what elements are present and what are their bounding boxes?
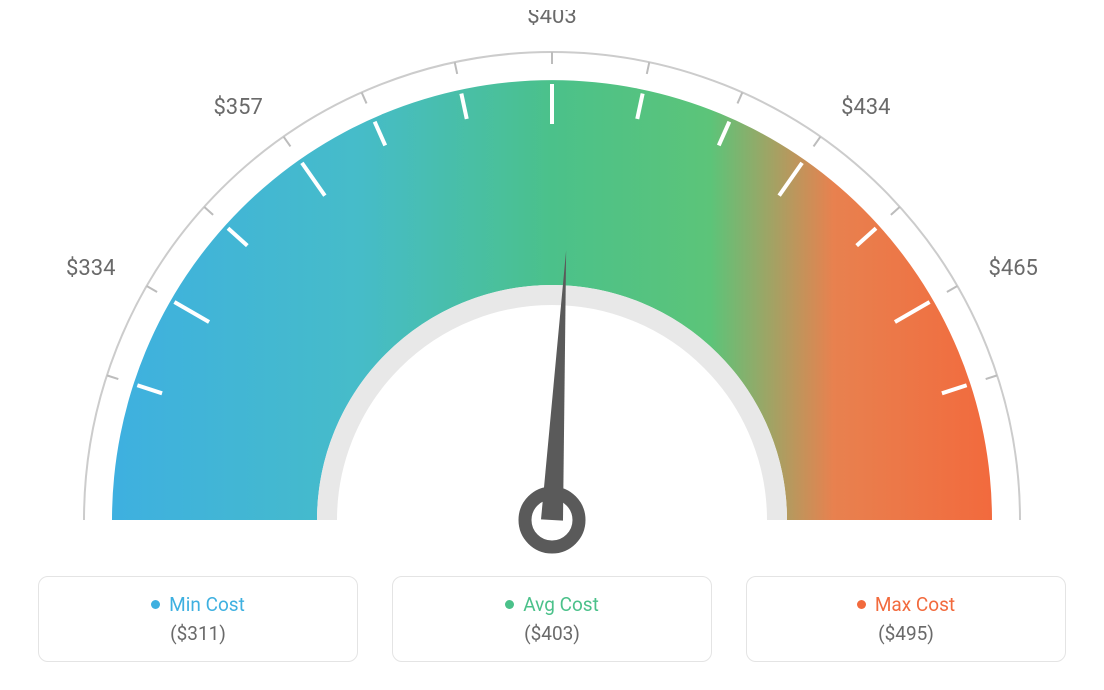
legend-title-row: Avg Cost xyxy=(505,593,599,616)
legend-value-avg: ($403) xyxy=(524,622,580,645)
gauge-tick-label: $357 xyxy=(213,95,262,120)
legend-value-min: ($311) xyxy=(170,622,226,645)
legend-title-min: Min Cost xyxy=(169,593,245,616)
gauge-svg: $311$334$357$403$434$465$495 xyxy=(52,10,1052,570)
legend-card-max: Max Cost ($495) xyxy=(746,576,1066,662)
legend-card-avg: Avg Cost ($403) xyxy=(392,576,712,662)
legend-dot-min xyxy=(151,600,160,609)
legend-title-max: Max Cost xyxy=(875,593,955,616)
legend-card-min: Min Cost ($311) xyxy=(38,576,358,662)
legend-row: Min Cost ($311) Avg Cost ($403) Max Cost… xyxy=(0,576,1104,662)
gauge-tick-label: $434 xyxy=(841,95,890,120)
gauge-tick-label: $403 xyxy=(527,10,576,29)
legend-title-row: Max Cost xyxy=(857,593,955,616)
legend-title-avg: Avg Cost xyxy=(523,593,599,616)
legend-dot-max xyxy=(857,600,866,609)
gauge-chart: $311$334$357$403$434$465$495 xyxy=(0,10,1104,570)
legend-title-row: Min Cost xyxy=(151,593,245,616)
legend-dot-avg xyxy=(505,600,514,609)
gauge-tick-label: $334 xyxy=(66,256,115,281)
legend-value-max: ($495) xyxy=(878,622,934,645)
gauge-tick-label: $465 xyxy=(988,256,1037,281)
